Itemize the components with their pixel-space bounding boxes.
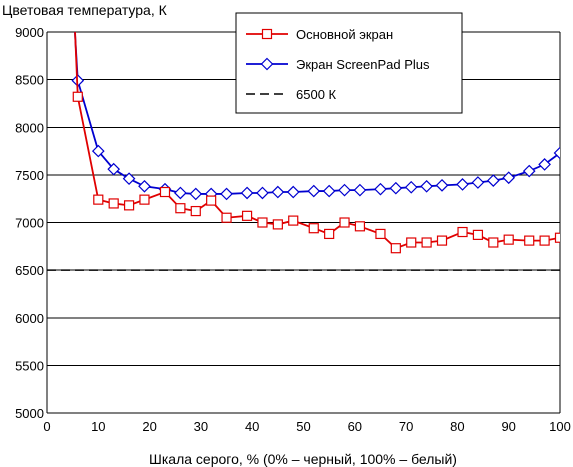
data-point-main-screen xyxy=(72,91,83,102)
legend-box xyxy=(235,12,463,114)
data-point-main-screen xyxy=(436,235,448,246)
data-point-main-screen xyxy=(241,210,253,221)
data-point-screenpad xyxy=(338,183,351,197)
data-point-screenpad xyxy=(522,164,536,178)
data-point-main-screen xyxy=(288,215,299,226)
data-point-main-screen xyxy=(503,234,514,245)
data-point-screenpad xyxy=(553,146,560,160)
data-point-main-screen xyxy=(524,235,535,246)
data-point-screenpad xyxy=(286,185,300,199)
y-tick-labels: 5000 5500 6000 6500 7000 7500 8000 8500 9000 xyxy=(15,25,44,421)
data-point-screenpad xyxy=(189,187,203,201)
data-point-screenpad xyxy=(240,186,254,200)
data-point-main-screen xyxy=(308,223,319,234)
y-tick-label: 6000 xyxy=(15,311,44,326)
data-point-main-screen xyxy=(421,237,432,248)
y-tick-label: 7500 xyxy=(15,168,44,183)
data-point-screenpad xyxy=(322,184,336,198)
data-point-main-screen xyxy=(175,203,186,214)
x-tick-label: 80 xyxy=(450,419,464,434)
x-tick-label: 60 xyxy=(348,419,362,434)
y-tick-label: 5500 xyxy=(15,358,44,373)
x-tick-label: 100 xyxy=(549,419,571,434)
y-tick-label: 5000 xyxy=(15,406,44,421)
data-point-main-screen xyxy=(206,195,217,206)
data-point-screenpad xyxy=(486,174,500,187)
legend-label-screenpad: Экран ScreenPad Plus xyxy=(296,57,430,72)
data-point-screenpad xyxy=(435,179,449,192)
data-point-screenpad xyxy=(174,186,187,200)
data-point-screenpad xyxy=(538,158,551,171)
x-tick-label: 40 xyxy=(245,419,259,434)
data-point-screenpad xyxy=(502,171,516,185)
data-point-main-screen xyxy=(354,221,366,232)
data-point-main-screen xyxy=(406,237,417,248)
x-tick-labels: 0 10 20 30 40 50 60 70 80 90 100 xyxy=(43,419,570,434)
data-point-screenpad xyxy=(456,178,469,191)
legend: Основной экран Экран ScreenPad Plus 6500 К xyxy=(235,12,463,114)
series-lines xyxy=(71,32,560,254)
data-point-screenpad xyxy=(307,184,321,198)
data-point-main-screen xyxy=(472,229,484,240)
y-tick-label: 9000 xyxy=(15,25,44,40)
data-point-main-screen xyxy=(272,219,283,230)
x-tick-label: 50 xyxy=(296,419,310,434)
x-tick-label: 30 xyxy=(194,419,208,434)
y-tick-label: 8500 xyxy=(15,73,44,88)
data-point-main-screen xyxy=(457,226,468,238)
y-tick-label: 8000 xyxy=(15,120,44,135)
data-point-main-screen xyxy=(108,198,119,209)
y-tick-label: 6500 xyxy=(15,263,44,278)
data-point-main-screen xyxy=(139,194,150,205)
series-main-screen xyxy=(72,32,560,254)
legend-label-main-screen: Основной экран xyxy=(296,27,393,42)
data-point-main-screen xyxy=(390,243,401,254)
x-tick-label: 20 xyxy=(142,419,156,434)
legend-marker-screenpad xyxy=(260,57,274,71)
data-point-main-screen xyxy=(190,205,201,217)
x-tick-label: 10 xyxy=(91,419,105,434)
data-point-screenpad xyxy=(471,176,485,189)
data-point-screenpad xyxy=(107,162,121,176)
data-point-main-screen xyxy=(221,212,232,223)
series-screenpad xyxy=(71,32,560,201)
data-point-main-screen xyxy=(339,217,350,228)
data-point-main-screen xyxy=(539,235,550,246)
data-point-screenpad xyxy=(404,180,418,194)
data-point-screenpad xyxy=(271,185,285,199)
legend-marker-main-screen xyxy=(261,28,273,40)
data-point-screenpad xyxy=(374,182,387,196)
x-tick-label: 70 xyxy=(399,419,413,434)
data-point-main-screen xyxy=(159,186,171,198)
data-point-main-screen xyxy=(93,194,104,205)
y-tick-label: 7000 xyxy=(15,216,44,231)
data-point-main-screen xyxy=(123,200,135,211)
data-point-main-screen xyxy=(324,228,335,240)
data-point-screenpad xyxy=(91,144,105,158)
data-point-screenpad xyxy=(389,181,403,195)
data-point-screenpad xyxy=(220,187,233,201)
data-point-main-screen xyxy=(488,237,499,248)
x-tick-label: 0 xyxy=(43,419,50,434)
data-point-screenpad xyxy=(138,179,151,193)
data-point-screenpad xyxy=(256,186,269,200)
x-tick-label: 90 xyxy=(501,419,515,434)
data-point-main-screen xyxy=(257,217,268,228)
data-point-screenpad xyxy=(353,183,367,197)
data-point-screenpad xyxy=(420,179,433,193)
legend-label-reference-6500k: 6500 К xyxy=(296,87,337,102)
data-point-main-screen xyxy=(554,232,560,243)
data-point-screenpad xyxy=(122,172,136,186)
data-point-main-screen xyxy=(375,228,386,240)
x-axis-title: Шкала серого, % (0% – черный, 100% – бел… xyxy=(149,451,457,467)
y-axis-title: Цветовая температура, К xyxy=(2,2,168,18)
